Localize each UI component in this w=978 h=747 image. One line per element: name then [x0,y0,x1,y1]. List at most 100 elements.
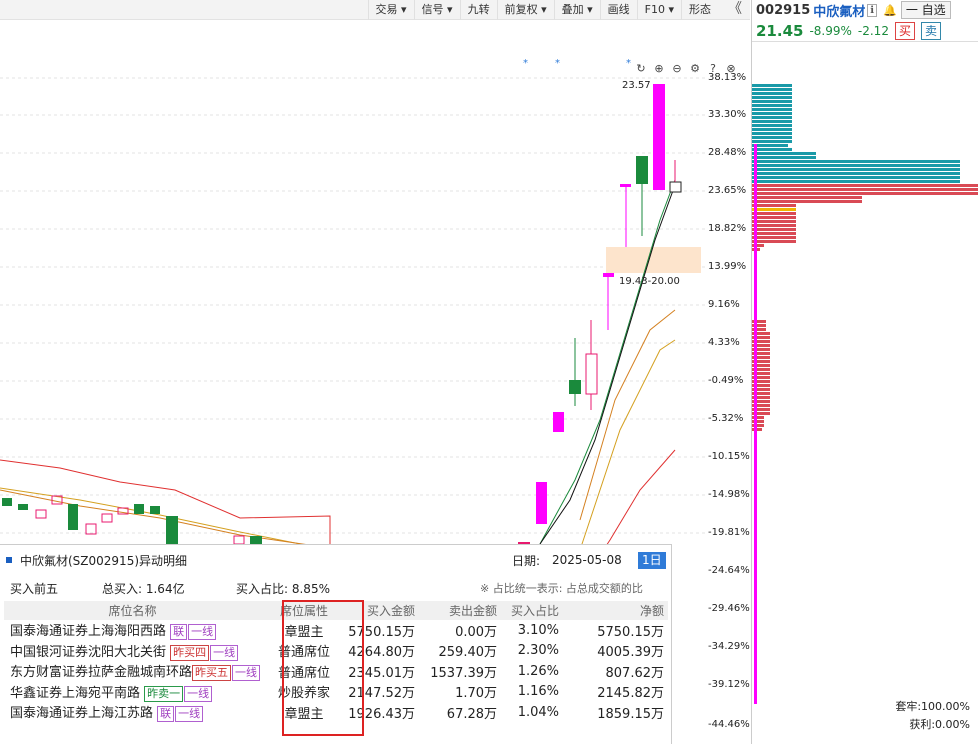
seat-tag: 联 [170,624,188,641]
toolbar-pattern[interactable]: 形态 [681,0,718,20]
seat-name[interactable]: 国泰海通证券上海海阳西路 [10,624,167,640]
profit-ratio: 获利:0.00% [909,718,970,731]
net-amount: 2145.82万 [597,686,664,702]
bell-icon[interactable]: 🔔 [883,3,897,17]
seat-name[interactable]: 国泰海通证券上海江苏路 [10,706,154,722]
seat-attr: 章盟主 [284,624,324,640]
seat-tag: 一线 [175,706,204,723]
seat-tag: 昨卖一 [144,685,184,702]
add-watchlist-button[interactable]: 一 自选 [900,1,951,19]
y-tick: -24.64% [708,565,750,576]
y-tick: 38.13% [708,72,747,83]
sell-amount: 259.40万 [438,645,498,661]
seat-tag: 一线 [188,624,217,641]
seat-name[interactable]: 中国银河证券沈阳大北关街 [10,644,167,660]
col-seat-attr[interactable]: 席位属性 [265,601,348,620]
toolbar-f10[interactable]: F10 ▾ [636,0,681,20]
table-row[interactable]: 国泰海通证券上海海阳西路 联一线 章盟主 5750.15万 0.00万 3.10… [4,620,668,641]
y-tick: -29.46% [708,603,750,614]
refresh-icon[interactable]: ↻ [636,62,646,75]
quote-header: 002915 中欣氟材 ℹ 🔔 一 自选 [752,0,978,20]
info-icon[interactable]: ℹ [867,3,878,17]
buy-amount: 1926.43万 [348,706,416,722]
panel-title: 中欣氟材(SZ002915)异动明细 [20,553,188,568]
change-percent: -8.99% [809,23,852,38]
seat-name[interactable]: 东方财富证券拉萨金融城南环路 [10,665,193,681]
toolbar-trade[interactable]: 交易 ▾ [367,0,414,20]
y-tick: 13.99% [708,261,747,272]
help-icon[interactable]: ? [710,62,716,75]
y-tick: -10.15% [708,451,750,462]
col-net[interactable]: 净额 [563,601,668,620]
seat-name[interactable]: 华鑫证券上海宛平南路 [10,685,141,701]
toolbar-adjust[interactable]: 前复权 ▾ [496,0,554,20]
marker-star-2: * [555,58,560,69]
seat-tag: 一线 [184,685,213,702]
col-sell[interactable]: 卖出金额 [419,601,502,620]
y-tick: 4.33% [708,337,740,348]
stock-name[interactable]: 中欣氟材 [813,4,866,20]
seat-attr: 普通席位 [278,665,331,681]
toolbar-nine[interactable]: 九转 [459,0,497,20]
total-buy: 总买入: 1.64亿 [102,581,185,596]
y-tick: -34.29% [708,641,750,652]
collapse-icon[interactable]: 《 [728,1,742,17]
zoom-out-icon[interactable]: ⊖ [672,62,682,75]
top5-label: 买入前五 [10,581,59,596]
summary-row: 买入前五 总买入: 1.64亿 买入占比: 8.85% ※ 占比统一表示: 占总… [0,575,671,601]
seat-attr: 章盟主 [284,706,324,722]
sell-amount: 0.00万 [455,624,498,640]
buy-ratio-cell: 1.26% [517,663,560,679]
col-buy[interactable]: 买入金额 [347,601,420,620]
y-tick: -19.81% [708,527,750,538]
buy-ratio-cell: 3.10% [517,622,560,638]
y-tick: 28.48% [708,147,747,158]
support-zone [606,247,701,273]
marker-star-3: * [626,58,631,69]
table-row[interactable]: 华鑫证券上海宛平南路 昨卖一 一线 炒股养家 2147.52万 1.70万 1.1… [4,682,668,703]
table-row[interactable]: 东方财富证券拉萨金融城南环路 昨买五 一线 普通席位 2345.01万 1537.3… [4,661,668,682]
marker-star-1: * [523,58,528,69]
toolbar-signal[interactable]: 信号 ▾ [413,0,460,20]
zoom-in-icon[interactable]: ⊕ [654,62,664,75]
net-amount: 4005.39万 [597,645,664,661]
buy-ratio-cell: 1.16% [517,684,560,700]
seat-tag: 联 [157,706,175,723]
table-row[interactable]: 国泰海通证券上海江苏路 联一线 章盟主 1926.43万 67.28万 1.04… [4,702,668,723]
col-seat-name[interactable]: 席位名称 [4,601,266,620]
change-amount: -2.12 [857,23,889,38]
high-price-label: 23.57 [622,80,651,91]
col-ratio[interactable]: 买入占比 [501,601,564,620]
buy-amount: 2345.01万 [348,665,416,681]
toolbar-menu: 交易 ▾ 信号 ▾ 九转 前复权 ▾ 叠加 ▾ 画线 F10 ▾ 形态 [367,0,718,20]
toolbar-draw[interactable]: 画线 [599,0,637,20]
table-header: 席位名称 席位属性 买入金额 卖出金额 买入占比 净额 [4,601,668,620]
buy-amount: 5750.15万 [348,624,416,640]
y-tick: -0.49% [708,375,744,386]
chip-distribution [752,84,978,704]
table-row[interactable]: 中国银河证券沈阳大北关街 昨买四 一线 普通席位 4264.80万 259.40万… [4,641,668,662]
quote-line: 21.45 -8.99% -2.12 买 卖 [752,20,978,42]
seat-tag: 昨买四 [170,644,210,661]
net-amount: 807.62万 [605,665,665,681]
zone-range-label: 19.43-20.00 [619,276,680,287]
seat-tag: 一线 [232,665,261,682]
buy-ratio-cell: 1.04% [517,704,560,720]
seat-attr: 炒股养家 [278,686,331,702]
toolbar-overlay[interactable]: 叠加 ▾ [553,0,600,20]
settings-icon[interactable]: ⚙ [690,62,700,75]
sell-button[interactable]: 卖 [920,21,941,40]
ratio-note: ※ 占比统一表示: 占总成交额的比 [480,582,643,595]
locked-ratio: 套牢:100.00% [895,700,970,713]
close-icon[interactable]: ⊗ [726,62,736,75]
buy-button[interactable]: 买 [894,21,915,40]
top-toolbar: 交易 ▾ 信号 ▾ 九转 前复权 ▾ 叠加 ▾ 画线 F10 ▾ 形态 《 [0,0,750,20]
chart-tools: ↻ ⊕ ⊖ ⚙ ? ⊗ [634,62,738,76]
day-button[interactable]: 1日 [638,552,666,569]
date-value[interactable]: 2025-05-08 [552,553,622,567]
quote-sidebar: 002915 中欣氟材 ℹ 🔔 一 自选 21.45 -8.99% -2.12 … [751,0,978,744]
buy-ratio-cell: 2.30% [517,643,560,659]
panel-title-bar: 中欣氟材(SZ002915)异动明细 日期: 2025-05-08 1日 [0,545,671,575]
sell-amount: 1.70万 [455,686,498,702]
buy-amount: 4264.80万 [348,645,416,661]
